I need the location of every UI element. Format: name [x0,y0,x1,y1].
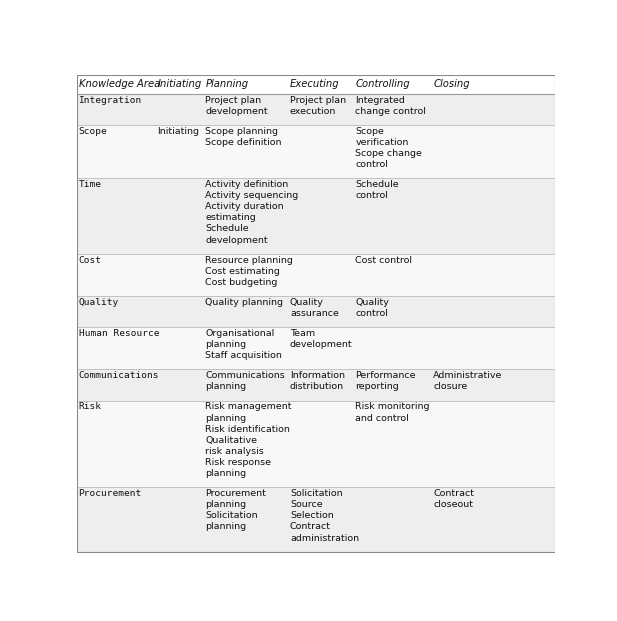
Bar [77,75,555,94]
Text: Resource planning
Cost estimating
Cost budgeting: Resource planning Cost estimating Cost b… [205,256,293,287]
Text: Executing: Executing [290,79,339,89]
Text: Project plan
development: Project plan development [205,96,268,116]
Bar [77,178,555,254]
Text: Activity definition
Activity sequencing
Activity duration
estimating
Schedule
de: Activity definition Activity sequencing … [205,180,299,245]
Text: Closing: Closing [433,79,470,89]
Bar [77,327,555,369]
Text: Contract
closeout: Contract closeout [433,489,474,509]
Text: Communications: Communications [78,371,159,380]
Text: Scope
verification
Scope change
control: Scope verification Scope change control [355,127,422,169]
Text: Knowledge Area: Knowledge Area [78,79,160,89]
Text: Time: Time [78,180,102,189]
Text: Risk management
planning
Risk identification
Qualitative
risk analysis
Risk resp: Risk management planning Risk identifica… [205,402,292,478]
Text: Initiating: Initiating [157,79,202,89]
Text: Solicitation
Source
Selection
Contract
administration: Solicitation Source Selection Contract a… [290,489,359,543]
Text: Cost: Cost [78,256,102,265]
Bar [77,401,555,487]
Text: Quality: Quality [78,298,119,307]
Text: Organisational
planning
Staff acquisition: Organisational planning Staff acquisitio… [205,329,282,360]
Text: Team
development: Team development [290,329,352,349]
Text: Scope planning
Scope definition: Scope planning Scope definition [205,127,282,147]
Text: Risk monitoring
and control: Risk monitoring and control [355,402,430,422]
Text: Quality planning: Quality planning [205,298,283,307]
Text: Schedule
control: Schedule control [355,180,399,200]
Text: Information
distribution: Information distribution [290,371,345,391]
Bar [77,296,555,327]
Text: Performance
reporting: Performance reporting [355,371,416,391]
Text: Procurement: Procurement [78,489,142,498]
Text: Risk: Risk [78,402,102,412]
Text: Administrative
closure: Administrative closure [433,371,503,391]
Text: Human Resource: Human Resource [78,329,159,338]
Bar [77,487,555,551]
Text: Integrated
change control: Integrated change control [355,96,426,116]
Text: Project plan
execution: Project plan execution [290,96,346,116]
Text: Procurement
planning
Solicitation
planning: Procurement planning Solicitation planni… [205,489,266,532]
Text: Controlling: Controlling [355,79,410,89]
Bar [77,254,555,296]
Text: Quality
control: Quality control [355,298,389,318]
Bar [77,94,555,125]
Bar [77,369,555,401]
Text: Integration: Integration [78,96,142,104]
Text: Communications
planning: Communications planning [205,371,285,391]
Text: Planning: Planning [205,79,249,89]
Text: Cost control: Cost control [355,256,412,265]
Text: Scope: Scope [78,127,107,136]
Text: Initiating: Initiating [157,127,199,136]
Bar [77,125,555,178]
Text: Quality
assurance: Quality assurance [290,298,339,318]
